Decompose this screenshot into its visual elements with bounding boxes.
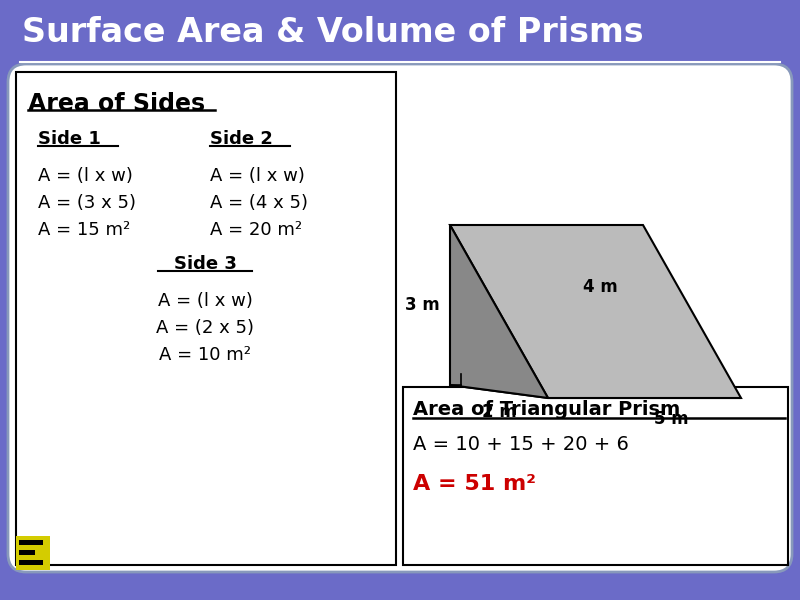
Text: A = (4 x 5): A = (4 x 5)	[210, 194, 308, 212]
Polygon shape	[450, 225, 741, 398]
Text: A = 20 m²: A = 20 m²	[210, 221, 302, 239]
Text: A = (2 x 5): A = (2 x 5)	[156, 319, 254, 337]
Text: A = 51 m²: A = 51 m²	[413, 474, 536, 494]
Text: A = 10 + 15 + 20 + 6: A = 10 + 15 + 20 + 6	[413, 435, 629, 454]
FancyBboxPatch shape	[5, 5, 795, 595]
Text: 5 m: 5 m	[654, 410, 689, 428]
FancyBboxPatch shape	[16, 72, 396, 565]
Text: Side 2: Side 2	[210, 130, 273, 148]
Text: A = (l x w): A = (l x w)	[38, 167, 133, 185]
Text: A = (l x w): A = (l x w)	[158, 292, 253, 310]
Text: 4 m: 4 m	[583, 278, 618, 296]
FancyBboxPatch shape	[5, 5, 795, 62]
Text: 2 m: 2 m	[482, 403, 516, 421]
Text: Discoveries.com: Discoveries.com	[56, 536, 136, 546]
Text: Side 3: Side 3	[174, 255, 237, 273]
FancyBboxPatch shape	[19, 540, 43, 545]
Text: A = (l x w): A = (l x w)	[210, 167, 305, 185]
Polygon shape	[450, 385, 741, 398]
Polygon shape	[450, 225, 548, 398]
Text: A = 10 m²: A = 10 m²	[159, 346, 251, 364]
Text: A = 15 m²: A = 15 m²	[38, 221, 130, 239]
Text: Area of Triangular Prism: Area of Triangular Prism	[413, 400, 680, 419]
FancyBboxPatch shape	[403, 387, 788, 565]
Text: 3 m: 3 m	[406, 296, 440, 314]
FancyBboxPatch shape	[19, 550, 35, 555]
Text: Engineering: Engineering	[56, 550, 146, 563]
FancyBboxPatch shape	[19, 560, 43, 565]
Text: Surface Area & Volume of Prisms: Surface Area & Volume of Prisms	[22, 16, 644, 49]
Text: Side 1: Side 1	[38, 130, 101, 148]
FancyBboxPatch shape	[8, 64, 792, 572]
Text: A = (3 x 5): A = (3 x 5)	[38, 194, 136, 212]
FancyBboxPatch shape	[16, 536, 50, 570]
Text: Area of Sides: Area of Sides	[28, 92, 205, 116]
